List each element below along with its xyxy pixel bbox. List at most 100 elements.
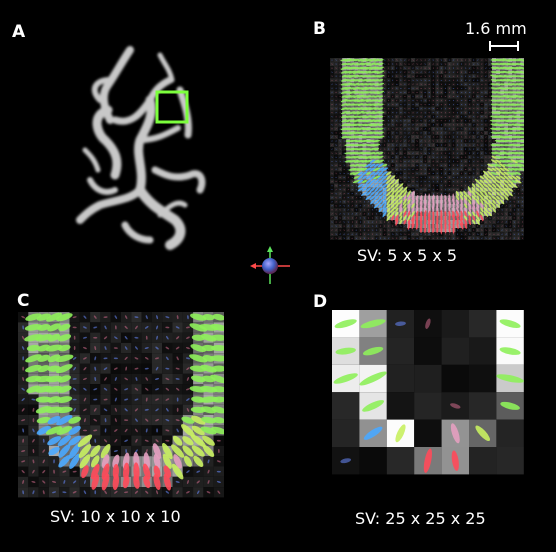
fiber-glyph	[469, 160, 471, 163]
fiber-glyph	[452, 168, 455, 170]
fiber-glyph	[501, 229, 503, 231]
fiber-glyph	[481, 148, 483, 150]
fiber-glyph	[331, 200, 333, 203]
fiber-glyph	[448, 189, 451, 191]
fiber-glyph	[365, 99, 372, 102]
fiber-glyph	[469, 63, 471, 65]
fiber-glyph	[477, 75, 479, 78]
fiber-glyph	[339, 87, 341, 90]
fiber-glyph	[349, 95, 355, 98]
fiber-glyph	[507, 187, 514, 192]
fiber-glyph	[518, 127, 524, 131]
fiber-glyph	[353, 168, 360, 171]
fiber-glyph	[517, 229, 520, 231]
fiber-glyph	[53, 469, 55, 474]
fiber-glyph	[171, 463, 184, 480]
fiber-glyph	[115, 325, 117, 330]
fiber-glyph	[457, 176, 458, 179]
fiber-glyph	[515, 175, 521, 180]
fiber-glyph	[424, 59, 426, 61]
fiber-glyph	[477, 103, 479, 106]
fiber-glyph	[493, 221, 495, 223]
fiber-glyph	[103, 367, 108, 371]
fiber-glyph	[507, 71, 514, 74]
fiber-glyph	[392, 75, 394, 78]
fiber-glyph	[360, 209, 361, 211]
fiber-glyph	[489, 156, 491, 158]
fiber-glyph	[475, 191, 481, 196]
fiber-glyph	[441, 124, 442, 126]
fiber-glyph	[491, 202, 497, 209]
fiber-glyph	[521, 173, 524, 174]
fiber-glyph	[142, 463, 151, 480]
fiber-glyph	[124, 408, 128, 412]
fiber-glyph	[489, 71, 491, 73]
fiber-glyph	[477, 225, 479, 227]
fiber-glyph	[386, 179, 392, 184]
fiber-glyph	[477, 136, 479, 138]
fiber-glyph	[348, 70, 356, 74]
fiber-glyph	[424, 87, 426, 89]
fiber-glyph	[135, 438, 138, 443]
fiber-glyph	[416, 83, 418, 86]
fiber-glyph	[369, 163, 376, 168]
fiber-glyph	[355, 205, 358, 207]
fiber-glyph	[477, 120, 479, 122]
fiber-glyph	[94, 376, 97, 381]
fiber-glyph	[357, 66, 364, 70]
fiber-glyph	[518, 111, 524, 115]
fiber-glyph	[383, 71, 386, 73]
fiber-glyph	[424, 227, 427, 234]
fiber-glyph	[83, 397, 87, 402]
fiber-glyph	[347, 213, 349, 215]
fiber-glyph	[485, 144, 487, 146]
fiber-glyph	[408, 104, 410, 106]
fiber-glyph	[363, 225, 365, 227]
fiber-glyph	[497, 225, 499, 227]
fiber-glyph	[432, 115, 434, 118]
fiber-glyph	[343, 177, 345, 178]
fiber-glyph	[372, 233, 373, 235]
fiber-glyph	[453, 164, 454, 167]
fiber-glyph	[378, 191, 383, 196]
fiber-glyph	[57, 435, 71, 447]
fiber-glyph	[339, 172, 341, 175]
fiber-glyph	[349, 107, 355, 110]
fiber-glyph	[519, 86, 524, 90]
fiber-glyph	[513, 201, 515, 203]
fiber-glyph	[481, 152, 483, 154]
fiber-glyph	[469, 184, 471, 187]
fiber-glyph	[481, 132, 483, 134]
fiber-glyph	[477, 67, 479, 69]
fiber-glyph	[21, 397, 25, 402]
fiber-glyph	[351, 209, 354, 211]
fiber-glyph	[481, 140, 483, 142]
fiber-glyph	[382, 191, 387, 197]
fiber-glyph	[473, 91, 475, 94]
panel-a-brain-slice	[76, 46, 206, 250]
fiber-glyph	[370, 119, 375, 123]
fiber-glyph	[361, 107, 368, 110]
fiber-glyph	[72, 470, 77, 473]
fiber-glyph	[365, 66, 372, 70]
fiber-glyph	[347, 184, 349, 187]
fiber-glyph	[456, 83, 459, 85]
fiber-glyph	[464, 229, 467, 231]
fiber-glyph	[444, 96, 447, 97]
fiber-glyph	[489, 83, 491, 85]
fiber-glyph	[487, 187, 493, 192]
fiber-glyph	[473, 71, 475, 73]
fiber-glyph	[519, 62, 524, 66]
fiber-glyph	[489, 144, 491, 146]
fiber-glyph	[57, 385, 72, 393]
fiber-glyph	[436, 91, 438, 94]
fiber-glyph	[353, 99, 360, 102]
fiber-glyph	[456, 195, 460, 201]
fiber-glyph	[367, 201, 370, 203]
fiber-glyph	[386, 174, 392, 181]
fiber-glyph	[481, 229, 483, 231]
fiber-glyph	[518, 131, 524, 135]
fiber-glyph	[340, 91, 348, 94]
fiber-glyph	[398, 186, 404, 193]
fiber-glyph	[448, 193, 451, 195]
